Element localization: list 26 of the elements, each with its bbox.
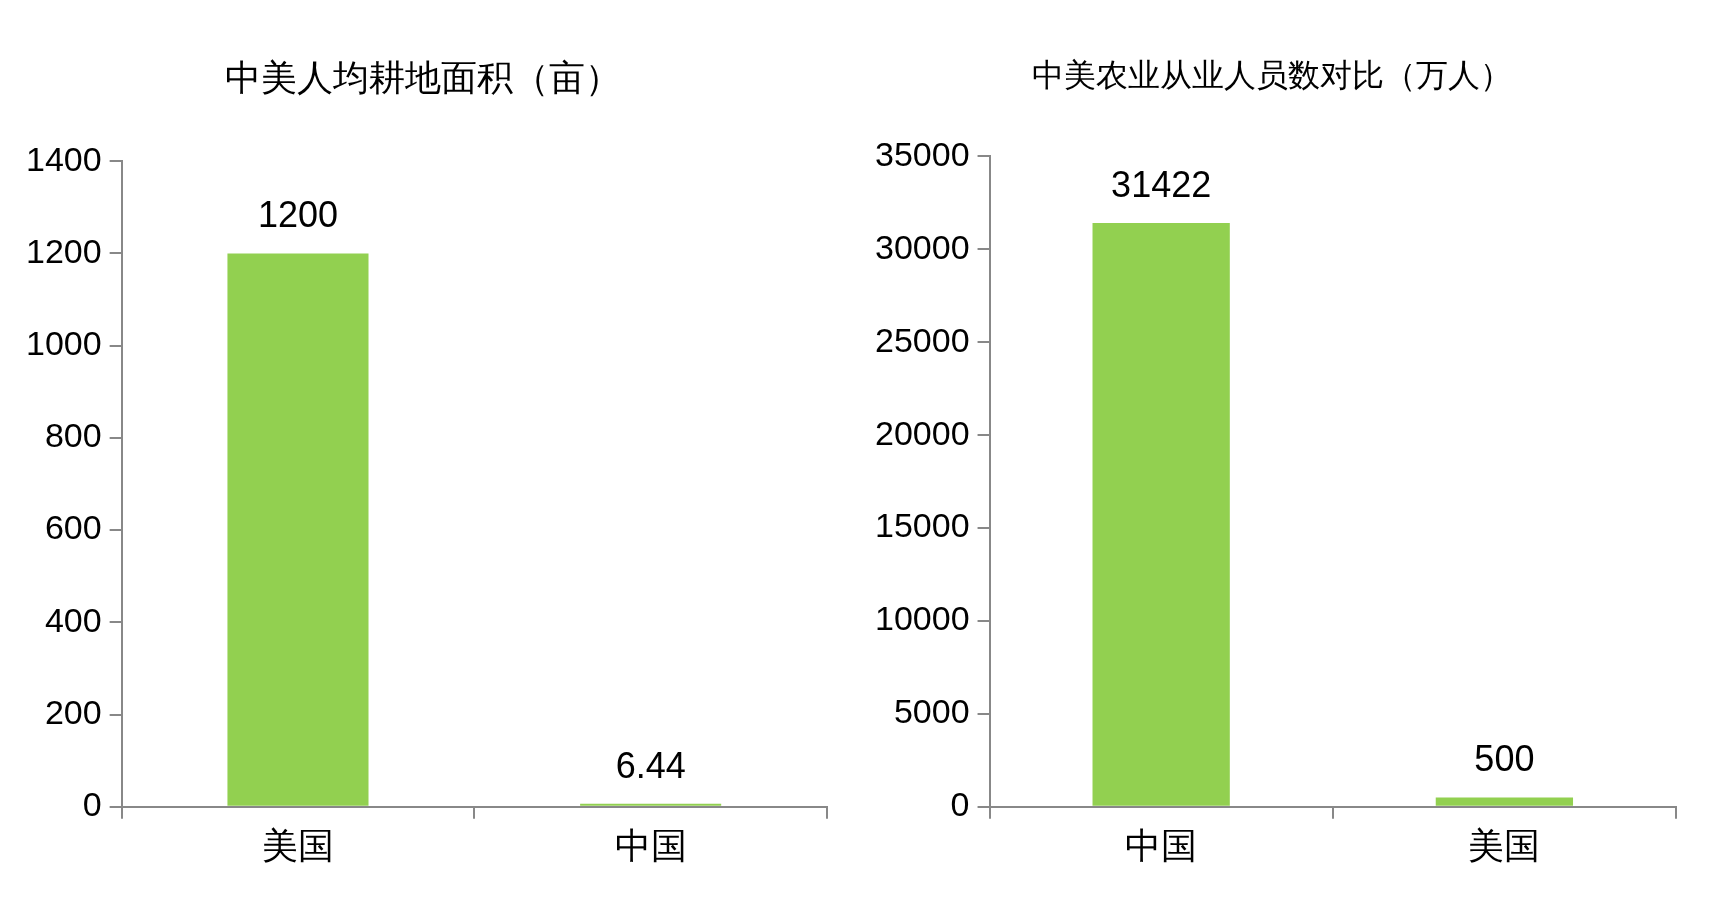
data-label: 1200 (257, 194, 339, 236)
chart-title: 中美农业从业人员数对比（万人） (1031, 57, 1512, 94)
y-tick-label: 600 (44, 508, 102, 547)
y-tick-label: 5000 (893, 692, 970, 731)
y-tick-label: 800 (44, 416, 102, 455)
y-tick-label: 15000 (875, 506, 970, 545)
x-tick-label: 中国 (1125, 825, 1198, 867)
x-tick-label: 美国 (261, 825, 334, 867)
y-tick-label: 30000 (875, 227, 970, 266)
y-tick-label: 25000 (875, 320, 970, 359)
y-tick-label: 400 (44, 600, 102, 639)
y-tick-label: 1000 (26, 324, 102, 363)
y-tick-label: 10000 (875, 599, 970, 638)
y-tick-label: 0 (950, 785, 970, 824)
y-tick-label: 20000 (875, 413, 970, 452)
x-tick-label: 中国 (614, 825, 687, 867)
y-tick-label: 35000 (875, 134, 970, 173)
y-tick-label: 1400 (26, 139, 102, 178)
y-tick-label: 1200 (26, 231, 102, 270)
data-label: 500 (1474, 738, 1535, 780)
data-label: 31422 (1111, 163, 1212, 205)
chart-title: 中美人均耕地面积（亩） (224, 56, 621, 98)
x-tick-label: 美国 (1468, 825, 1541, 867)
y-tick-label: 0 (82, 785, 102, 824)
y-tick-label: 200 (44, 692, 102, 731)
data-label: 6.44 (615, 744, 686, 786)
